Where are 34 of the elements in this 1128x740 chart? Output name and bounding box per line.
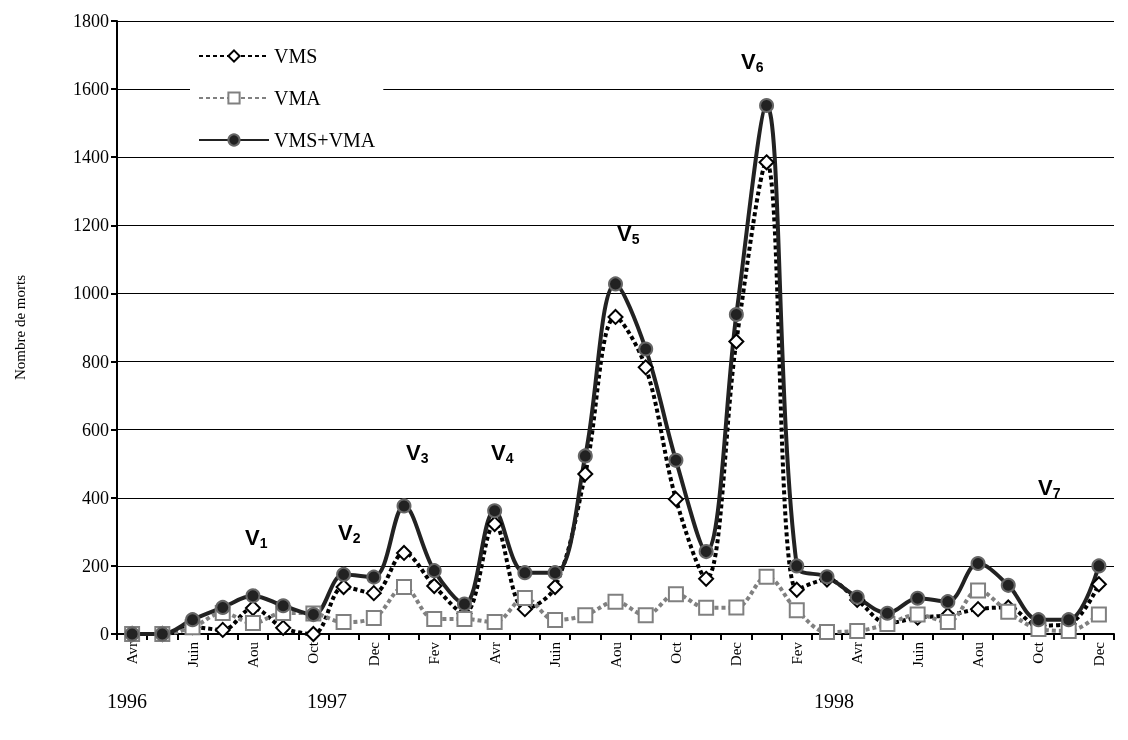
x-tick-label: Oct <box>1030 641 1047 664</box>
x-tick-label: Dec <box>365 641 382 667</box>
x-tick-label: Oct <box>667 641 684 664</box>
x-tick-label: Dec <box>1090 641 1107 667</box>
y-axis-title: Nombre de morts <box>11 274 28 380</box>
legend-label: VMS+VMA <box>274 129 376 151</box>
text: 1996 <box>107 690 147 712</box>
y-tick-label: 1800 <box>73 11 109 31</box>
y-tick-label: 1000 <box>73 283 109 304</box>
y-tick-label: 1400 <box>73 147 109 168</box>
legend-label: VMA <box>274 87 322 109</box>
x-tick-label: Avr <box>486 642 503 665</box>
y-tick-label: 800 <box>82 351 109 372</box>
y-tick-label: 400 <box>82 487 109 508</box>
x-tick-label: Aou <box>244 641 261 668</box>
y-tick-label: 600 <box>82 419 109 440</box>
x-tick-label: Aou <box>970 641 987 668</box>
x-tick-label: Juin <box>909 641 926 668</box>
y-tick-label: 0 <box>100 624 109 644</box>
x-tick-label: Juin <box>547 641 564 668</box>
x-tick-label: Avr <box>849 642 866 665</box>
text: 1997 <box>307 690 347 712</box>
y-tick-label: 1600 <box>73 79 109 100</box>
legend-label: VMS <box>274 45 318 67</box>
x-tick-label: Oct <box>305 641 322 664</box>
x-tick-label: Fev <box>788 641 805 665</box>
x-tick-label: Fev <box>426 641 443 665</box>
text: 1998 <box>814 690 854 712</box>
x-tick-label: Aou <box>607 641 624 668</box>
x-tick-label: Juin <box>184 641 201 668</box>
y-tick-label: 1200 <box>73 215 109 236</box>
x-tick-label: Avr <box>124 642 141 665</box>
y-tick-label: 200 <box>82 555 109 576</box>
x-tick-label: Dec <box>728 641 745 667</box>
